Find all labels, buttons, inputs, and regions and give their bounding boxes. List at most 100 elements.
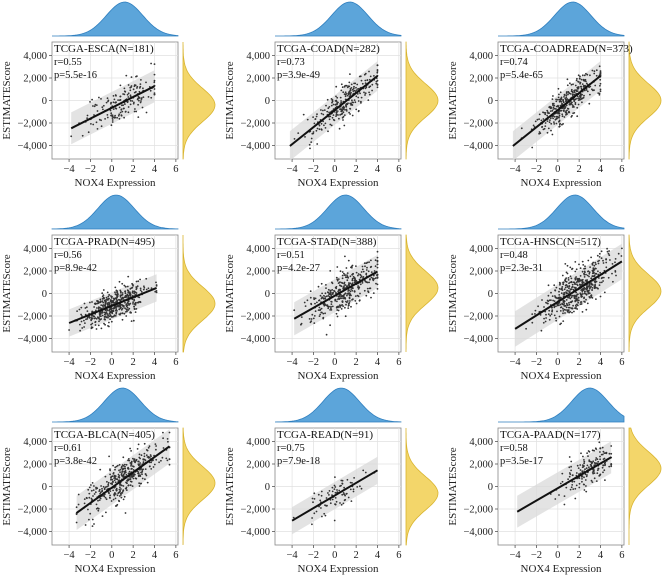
data-point: [111, 119, 114, 121]
data-point: [118, 463, 121, 466]
data-point: [549, 110, 552, 112]
data-point: [331, 289, 334, 291]
data-point: [88, 518, 90, 521]
data-point: [331, 490, 334, 493]
data-point: [552, 117, 554, 120]
data-point: [150, 62, 153, 65]
data-point: [568, 303, 571, 306]
point-group: [520, 65, 602, 149]
data-point: [92, 105, 94, 107]
data-point: [563, 288, 566, 291]
data-point: [573, 91, 576, 93]
data-point: [133, 303, 136, 305]
scatter-chart: −4 −2 0 2 4 64,0002,0000−2,000−4,000TCGA-COAD…: [447, 1, 662, 189]
data-point: [125, 489, 128, 491]
top-density: [275, 1, 402, 37]
data-point: [560, 96, 563, 99]
data-point: [356, 486, 359, 488]
data-point: [111, 475, 114, 478]
data-point: [101, 487, 103, 490]
data-point: [320, 282, 323, 285]
data-point: [150, 455, 152, 458]
data-point: [360, 100, 362, 103]
right-density: [405, 234, 439, 352]
data-point: [117, 114, 120, 117]
data-point: [566, 286, 569, 288]
data-point: [598, 92, 601, 95]
data-point: [336, 489, 338, 491]
data-point: [93, 523, 95, 525]
data-point: [121, 303, 123, 306]
data-point: [123, 90, 126, 93]
top-density: [52, 387, 179, 423]
chart-title: TCGA-COAD(N=282): [277, 43, 380, 55]
data-point: [129, 89, 132, 92]
data-point: [577, 293, 579, 296]
data-point: [343, 499, 346, 502]
y-tick-label: 2,000: [469, 460, 493, 471]
data-point: [332, 114, 335, 116]
data-point: [598, 277, 600, 279]
data-point: [320, 129, 323, 131]
data-point: [119, 490, 122, 492]
data-point: [123, 284, 126, 287]
data-point: [329, 309, 331, 311]
data-point: [598, 256, 601, 258]
data-point: [346, 275, 349, 278]
data-point: [540, 119, 543, 122]
p-value: p=5.5e-16: [54, 70, 97, 81]
data-point: [536, 118, 539, 121]
data-point: [364, 265, 366, 268]
data-point: [595, 298, 597, 300]
data-point: [598, 474, 601, 477]
data-point: [138, 453, 141, 456]
y-tick-label: −2,000: [463, 505, 493, 516]
data-point: [562, 303, 565, 306]
data-point: [118, 280, 121, 283]
data-point: [146, 481, 149, 484]
data-point: [367, 99, 370, 101]
data-point: [341, 300, 344, 303]
point-group: [293, 64, 379, 150]
data-point: [346, 94, 349, 97]
y-tick-label: −2,000: [240, 312, 270, 323]
data-point: [153, 73, 156, 76]
y-tick-label: 2,000: [246, 460, 270, 471]
x-tick-label: 6: [173, 357, 178, 368]
data-point: [348, 293, 350, 295]
data-point: [124, 292, 127, 295]
data-point: [610, 463, 613, 465]
data-point: [116, 503, 119, 506]
data-point: [155, 448, 157, 451]
data-point: [109, 494, 111, 497]
data-point: [166, 459, 169, 462]
data-point: [552, 104, 554, 106]
data-point: [136, 87, 138, 89]
data-point: [77, 493, 80, 496]
data-point: [115, 107, 118, 110]
data-point: [342, 502, 345, 505]
scatter-chart: −4 −2 0 2 4 64,0002,0000−2,000−4,000TCGA-COAD…: [224, 1, 439, 189]
data-point: [574, 497, 577, 500]
data-point: [91, 301, 93, 303]
data-point: [331, 498, 334, 501]
data-point: [140, 454, 143, 457]
data-point: [368, 70, 370, 73]
data-point: [86, 114, 89, 117]
data-point: [351, 99, 353, 102]
data-point: [340, 100, 342, 102]
data-point: [166, 438, 169, 440]
data-point: [570, 469, 572, 472]
data-point: [339, 108, 341, 111]
data-point: [103, 495, 106, 498]
data-point: [593, 477, 596, 480]
data-point: [568, 282, 570, 285]
data-point: [581, 311, 584, 313]
data-point: [333, 519, 336, 522]
data-point: [335, 312, 338, 315]
data-point: [370, 276, 373, 279]
data-point: [547, 284, 550, 287]
data-point: [102, 485, 105, 488]
data-point: [550, 291, 552, 294]
data-point: [153, 463, 156, 466]
